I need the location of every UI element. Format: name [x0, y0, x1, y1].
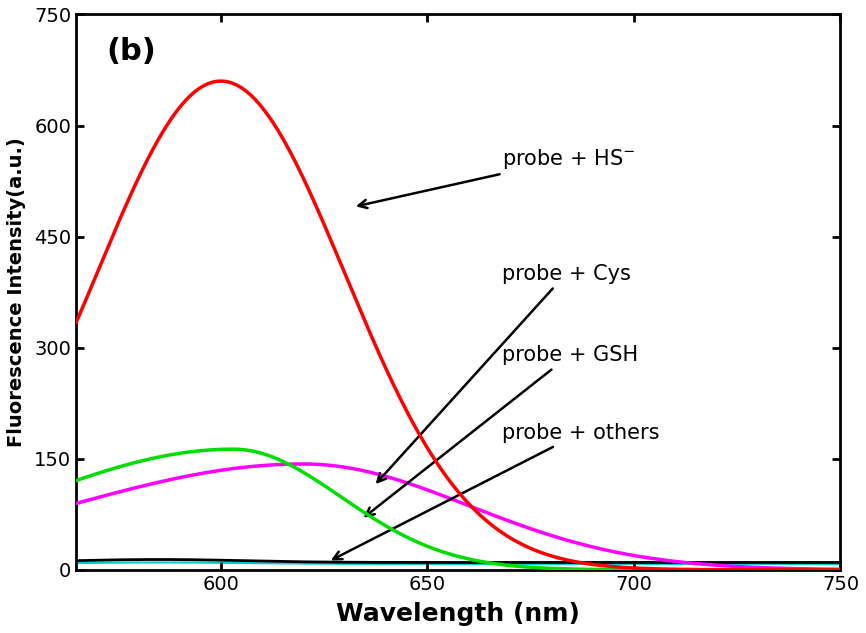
Y-axis label: Fluorescence Intensity(a.u.): Fluorescence Intensity(a.u.) — [7, 137, 26, 447]
Text: probe + HS$^{-}$: probe + HS$^{-}$ — [359, 147, 635, 208]
X-axis label: Wavelength (nm): Wavelength (nm) — [336, 602, 580, 626]
Text: probe + Cys: probe + Cys — [378, 263, 630, 482]
Text: (b): (b) — [107, 37, 157, 66]
Text: probe + others: probe + others — [333, 423, 659, 559]
Text: probe + GSH: probe + GSH — [365, 345, 638, 516]
